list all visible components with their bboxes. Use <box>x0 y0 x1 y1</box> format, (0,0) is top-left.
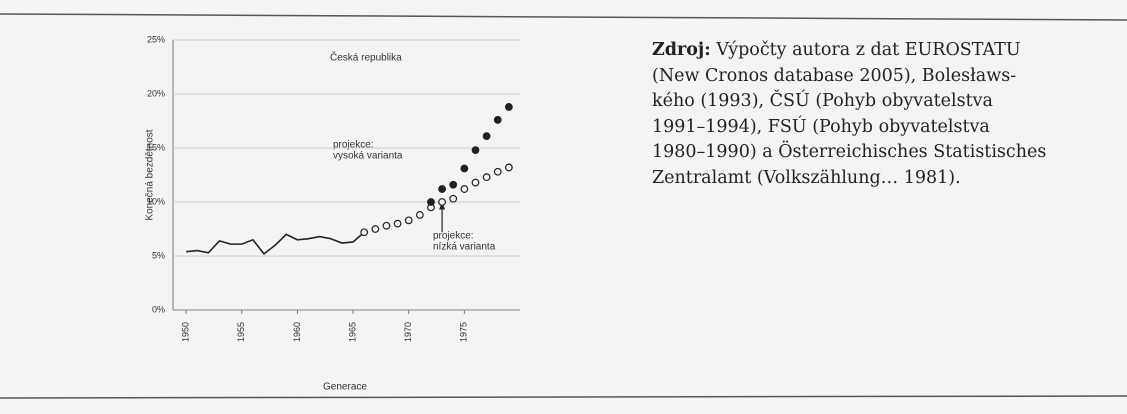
annotation: Česká republika <box>330 51 402 64</box>
filled-point <box>471 146 480 155</box>
source-text: Výpočty autora z dat EUROSTATU <box>710 40 1021 60</box>
y-tick-label: 0% <box>152 304 165 314</box>
filled-point <box>504 103 513 111</box>
x-axis-label: Generace <box>323 382 367 393</box>
open-point <box>460 185 469 193</box>
y-tick-label: 25% <box>147 34 165 44</box>
open-point <box>371 225 380 233</box>
open-point <box>504 163 513 172</box>
open-point <box>471 178 480 187</box>
y-axis-label: Konečná bezdětnost <box>145 129 156 220</box>
filled-point <box>460 164 469 173</box>
open-point <box>360 228 369 237</box>
open-point <box>415 211 424 219</box>
x-tick-label: 1975 <box>459 322 469 342</box>
open-point <box>482 173 491 182</box>
annotation: projekce: <box>333 140 374 151</box>
open-point <box>393 219 402 228</box>
y-tick-label: 15% <box>147 142 165 152</box>
open-point <box>449 194 458 203</box>
annotation: projekce: <box>433 231 474 242</box>
x-tick-label: 1970 <box>403 322 413 342</box>
filled-point <box>427 198 435 206</box>
source-line: Zentralamt (Volkszählung… 1981). <box>652 167 961 188</box>
annotation: vysoká varianta <box>333 151 403 162</box>
source-line: kého (1993), ČSÚ (Pohyb obyvatelstva <box>652 91 993 111</box>
source-line: 1991–1994), FSÚ (Pohyb obyvatelstva <box>652 116 990 137</box>
source-line: Zdroj: Výpočty autora z dat EUROSTATU <box>652 38 1122 64</box>
source-line: (New Cronos database 2005), Bolesławs- <box>652 65 1017 86</box>
annotation: nízká varianta <box>433 242 496 253</box>
line <box>186 231 365 255</box>
open-point <box>382 221 391 230</box>
x-tick-label: 1960 <box>292 322 302 342</box>
x-tick-label: 1950 <box>181 322 191 342</box>
open-point <box>404 216 413 225</box>
open-point <box>438 198 446 206</box>
x-tick-label: 1965 <box>347 322 357 342</box>
filled-point <box>438 185 446 193</box>
x-tick-label: 1955 <box>236 322 246 342</box>
filled-point <box>493 116 502 124</box>
filled-point <box>482 132 491 141</box>
y-tick-label: 5% <box>152 250 165 260</box>
source-line: 1980–1990) a Österreichisches Statistisc… <box>652 142 1047 162</box>
source-label: Zdroj: <box>652 40 711 60</box>
y-tick-label: 20% <box>147 88 165 98</box>
y-tick-label: 10% <box>147 196 165 206</box>
frame-top <box>0 13 1127 21</box>
frame-bottom <box>0 395 1127 399</box>
filled-point <box>449 180 458 189</box>
open-point <box>493 167 502 176</box>
source: Zdroj: Výpočty autora z dat EUROSTATU (N… <box>652 38 1122 191</box>
